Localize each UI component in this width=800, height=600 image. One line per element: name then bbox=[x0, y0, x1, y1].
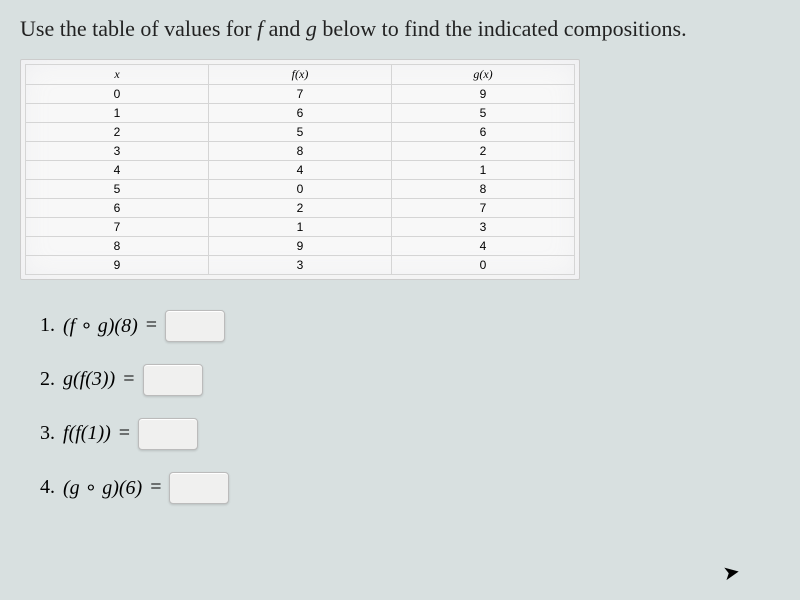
q4-answer-input[interactable] bbox=[169, 472, 229, 504]
header-gx: g(x) bbox=[392, 64, 575, 84]
table-cell: 5 bbox=[392, 103, 575, 122]
table-cell: 5 bbox=[26, 179, 209, 198]
table-cell: 3 bbox=[392, 217, 575, 236]
table-row: 441 bbox=[26, 160, 575, 179]
table-cell: 3 bbox=[26, 141, 209, 160]
prompt-text2: below to find the indicated compositions… bbox=[317, 16, 687, 41]
table-cell: 8 bbox=[392, 179, 575, 198]
table-cell: 3 bbox=[209, 255, 392, 274]
table-cell: 9 bbox=[209, 236, 392, 255]
table-cell: 0 bbox=[209, 179, 392, 198]
table-cell: 7 bbox=[209, 84, 392, 103]
table-cell: 4 bbox=[26, 160, 209, 179]
table-cell: 4 bbox=[209, 160, 392, 179]
table-cell: 0 bbox=[392, 255, 575, 274]
table-row: 382 bbox=[26, 141, 575, 160]
cursor-icon: ➤ bbox=[721, 559, 742, 587]
table-cell: 8 bbox=[26, 236, 209, 255]
equals-sign: = bbox=[150, 476, 161, 499]
table-cell: 5 bbox=[209, 122, 392, 141]
equals-sign: = bbox=[123, 368, 134, 391]
table-cell: 6 bbox=[209, 103, 392, 122]
table-cell: 8 bbox=[209, 141, 392, 160]
table-row: 256 bbox=[26, 122, 575, 141]
table-row: 713 bbox=[26, 217, 575, 236]
prompt-text: Use the table of values for bbox=[20, 16, 257, 41]
q2-answer-input[interactable] bbox=[143, 364, 203, 396]
table-cell: 9 bbox=[392, 84, 575, 103]
table-row: 894 bbox=[26, 236, 575, 255]
table-cell: 2 bbox=[26, 122, 209, 141]
header-x: x bbox=[26, 64, 209, 84]
table-row: 508 bbox=[26, 179, 575, 198]
question-3: 3. f(f(1)) = bbox=[40, 418, 780, 450]
table-row: 627 bbox=[26, 198, 575, 217]
q4-expression: (g ∘ g)(6) bbox=[63, 475, 142, 500]
prompt-and: and bbox=[263, 16, 306, 41]
table-cell: 4 bbox=[392, 236, 575, 255]
q3-answer-input[interactable] bbox=[138, 418, 198, 450]
q2-number: 2. bbox=[40, 368, 55, 391]
table-cell: 6 bbox=[392, 122, 575, 141]
values-table: x f(x) g(x) 0791652563824415086277138949… bbox=[25, 64, 575, 275]
q1-expression: (f ∘ g)(8) bbox=[63, 313, 138, 338]
question-2: 2. g(f(3)) = bbox=[40, 364, 780, 396]
equals-sign: = bbox=[119, 422, 130, 445]
table-cell: 1 bbox=[26, 103, 209, 122]
header-fx: f(x) bbox=[209, 64, 392, 84]
table-cell: 9 bbox=[26, 255, 209, 274]
questions-list: 1. (f ∘ g)(8) = 2. g(f(3)) = 3. f(f(1)) … bbox=[40, 310, 780, 504]
table-header-row: x f(x) g(x) bbox=[26, 64, 575, 84]
prompt-g: g bbox=[306, 16, 317, 41]
table-cell: 1 bbox=[209, 217, 392, 236]
q3-expression: f(f(1)) bbox=[63, 422, 111, 445]
table-row: 930 bbox=[26, 255, 575, 274]
question-1: 1. (f ∘ g)(8) = bbox=[40, 310, 780, 342]
q1-number: 1. bbox=[40, 314, 55, 337]
q3-number: 3. bbox=[40, 422, 55, 445]
equals-sign: = bbox=[146, 314, 157, 337]
question-4: 4. (g ∘ g)(6) = bbox=[40, 472, 780, 504]
q2-expression: g(f(3)) bbox=[63, 368, 115, 391]
table-row: 079 bbox=[26, 84, 575, 103]
table-cell: 0 bbox=[26, 84, 209, 103]
q1-answer-input[interactable] bbox=[165, 310, 225, 342]
q4-number: 4. bbox=[40, 476, 55, 499]
values-table-container: x f(x) g(x) 0791652563824415086277138949… bbox=[20, 59, 580, 280]
table-cell: 7 bbox=[392, 198, 575, 217]
table-row: 165 bbox=[26, 103, 575, 122]
table-cell: 6 bbox=[26, 198, 209, 217]
table-cell: 2 bbox=[392, 141, 575, 160]
table-cell: 2 bbox=[209, 198, 392, 217]
problem-prompt: Use the table of values for f and g belo… bbox=[20, 15, 780, 44]
table-cell: 1 bbox=[392, 160, 575, 179]
table-cell: 7 bbox=[26, 217, 209, 236]
